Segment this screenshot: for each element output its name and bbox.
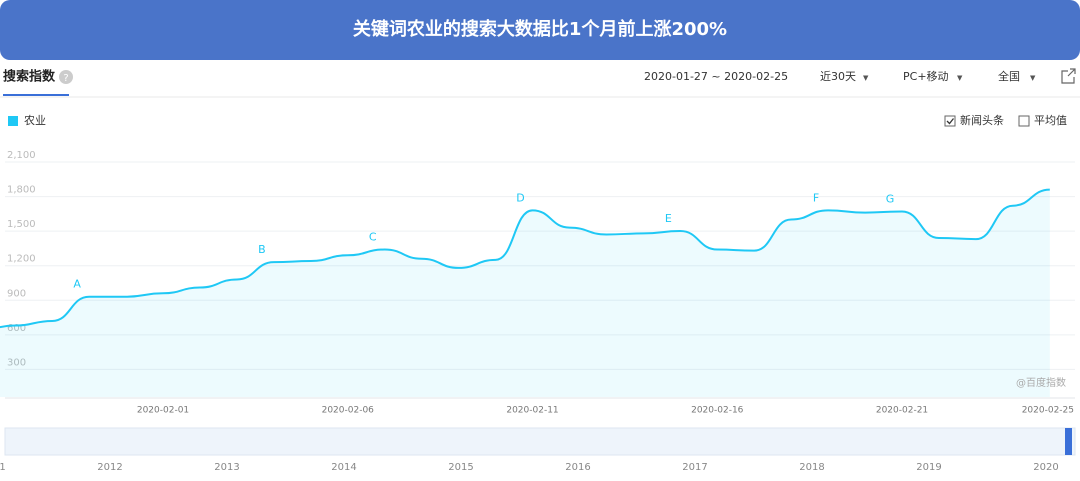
- checkbox[interactable]: [1018, 115, 1030, 127]
- help-mark: ?: [63, 73, 68, 84]
- dropdown-arrow: ▼: [863, 74, 869, 82]
- tab[interactable]: 搜索指数: [3, 69, 56, 85]
- checkbox[interactable]: [944, 115, 956, 127]
- annotation: C: [369, 230, 377, 243]
- checkmark: [946, 118, 955, 125]
- navigator-year: 2016: [565, 462, 590, 473]
- y-tick-label: 300: [7, 357, 26, 368]
- region-dropdown[interactable]: 全国: [998, 69, 1020, 83]
- navigator: [4, 427, 1076, 456]
- navigator-year: 2018: [799, 462, 824, 473]
- navigator-track: [4, 427, 1076, 456]
- y-tick-label: 900: [7, 288, 26, 299]
- x-tick-label: 2020-02-21: [876, 406, 928, 416]
- share-icon[interactable]: [1061, 68, 1076, 84]
- dropdown-arrow: ▼: [1030, 74, 1036, 82]
- header-title: 关键词农业的搜索大数据比1个月前上涨200%: [353, 18, 727, 40]
- annotation: E: [665, 212, 672, 225]
- navigator-year: 2014: [331, 462, 356, 473]
- period-dropdown[interactable]: 近30天: [820, 70, 856, 83]
- annotation: B: [258, 243, 266, 256]
- y-tick-label: 1,500: [7, 219, 36, 230]
- annotation: G: [886, 192, 895, 205]
- x-tick-label: 2020-02-06: [322, 406, 375, 416]
- option-label: 平均值: [1034, 114, 1067, 127]
- watermark: @百度指数: [1016, 376, 1066, 389]
- annotation: A: [73, 278, 81, 291]
- y-tick-label: 600: [7, 323, 26, 334]
- plot: [0, 188, 1050, 397]
- area: [0, 189, 1050, 397]
- help-icon[interactable]: [59, 70, 73, 84]
- navigator-year: 2015: [448, 462, 473, 473]
- tab-underline: [3, 94, 69, 96]
- navigator-year: 2020: [1033, 462, 1058, 473]
- y-tick-label: 1,200: [7, 254, 36, 265]
- navigator-handle[interactable]: [1065, 428, 1072, 455]
- annotation: F: [813, 191, 819, 204]
- option-label: 新闻头条: [960, 113, 1004, 127]
- dropdown-arrow: ▼: [957, 74, 963, 82]
- navigator-year: 2011: [0, 462, 6, 473]
- header-banner: [0, 0, 1080, 60]
- device-dropdown[interactable]: PC+移动: [903, 70, 949, 83]
- y-tick-label: 2,100: [7, 150, 36, 161]
- navigator-year: 2012: [97, 462, 122, 473]
- y-tick-label: 1,800: [7, 185, 36, 196]
- navigator-year: 2017: [682, 462, 707, 473]
- navigator-year: 2013: [214, 462, 239, 473]
- x-tick-label: 2020-02-16: [691, 406, 744, 416]
- x-tick-label: 2020-02-11: [506, 406, 558, 416]
- annotation: D: [516, 191, 524, 204]
- navigator-year: 2019: [916, 462, 941, 473]
- line: [0, 188, 1050, 329]
- x-tick-label: 2020-02-01: [137, 406, 189, 416]
- x-tick-label: 2020-02-25: [1022, 406, 1074, 416]
- legend-label: 农业: [24, 113, 46, 127]
- date-range[interactable]: 2020-01-27 ~ 2020-02-25: [644, 70, 788, 83]
- legend-swatch: [8, 116, 18, 126]
